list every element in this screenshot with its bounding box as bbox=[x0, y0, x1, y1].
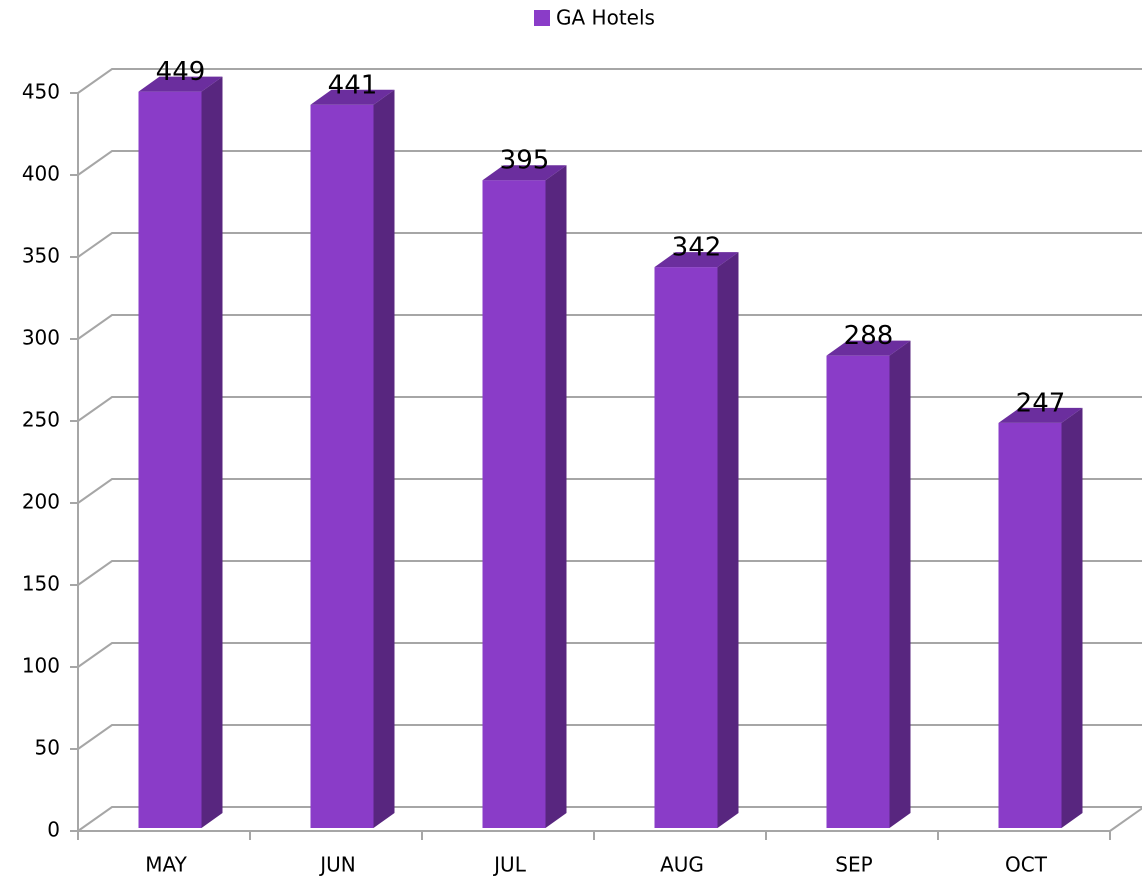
bar-front bbox=[826, 355, 890, 828]
bar-side bbox=[889, 340, 911, 828]
x-tick-label: JUL bbox=[492, 853, 527, 877]
y-tick-label: 0 bbox=[47, 818, 60, 842]
grid-line bbox=[77, 806, 1142, 832]
x-tick-label: SEP bbox=[835, 853, 872, 877]
grid-line bbox=[77, 232, 1142, 258]
data-label: 449 bbox=[156, 57, 206, 87]
x-tick-label: MAY bbox=[145, 853, 187, 877]
bar-front bbox=[482, 180, 546, 828]
y-tick-label: 150 bbox=[22, 572, 60, 596]
y-tick-label: 400 bbox=[22, 162, 60, 186]
bar-front bbox=[654, 267, 718, 828]
x-tick-label: OCT bbox=[1005, 853, 1048, 877]
y-tick-label: 350 bbox=[22, 244, 60, 268]
y-tick-label: 450 bbox=[22, 80, 60, 104]
data-label: 441 bbox=[328, 70, 378, 100]
bar-side bbox=[717, 252, 739, 828]
bar-front bbox=[138, 91, 202, 828]
grid-line bbox=[77, 724, 1142, 750]
y-tick-label: 100 bbox=[22, 654, 60, 678]
bar-side bbox=[201, 76, 223, 828]
bar-top bbox=[482, 165, 567, 181]
y-tick-label: 300 bbox=[22, 326, 60, 350]
data-label: 342 bbox=[672, 233, 722, 263]
bar-top bbox=[826, 340, 911, 356]
floor-edge bbox=[1109, 807, 1142, 832]
x-tick-label: JUN bbox=[318, 853, 356, 877]
bar-top bbox=[998, 407, 1083, 423]
bar-front bbox=[310, 104, 374, 828]
y-tick-label: 200 bbox=[22, 490, 60, 514]
grid-line bbox=[77, 68, 1142, 94]
bar-front bbox=[998, 422, 1062, 828]
grid-line bbox=[77, 560, 1142, 586]
data-label: 247 bbox=[1016, 388, 1066, 418]
grid-line bbox=[77, 478, 1142, 504]
bar-side bbox=[373, 89, 395, 828]
bar-top bbox=[310, 89, 395, 105]
data-label: 395 bbox=[500, 146, 550, 176]
x-tick-label: AUG bbox=[660, 853, 704, 877]
grid-line bbox=[77, 642, 1142, 668]
grid-line bbox=[77, 314, 1142, 340]
bar-side bbox=[545, 165, 567, 828]
bar-top bbox=[654, 252, 739, 268]
bar-top bbox=[138, 76, 223, 92]
legend-label: GA Hotels bbox=[556, 6, 655, 30]
y-tick-label: 50 bbox=[35, 736, 60, 760]
bar-side bbox=[1061, 407, 1083, 828]
grid-line bbox=[77, 396, 1142, 422]
data-label: 288 bbox=[844, 321, 894, 351]
y-tick-label: 250 bbox=[22, 408, 60, 432]
grid-line bbox=[77, 150, 1142, 176]
legend-swatch bbox=[534, 10, 550, 26]
